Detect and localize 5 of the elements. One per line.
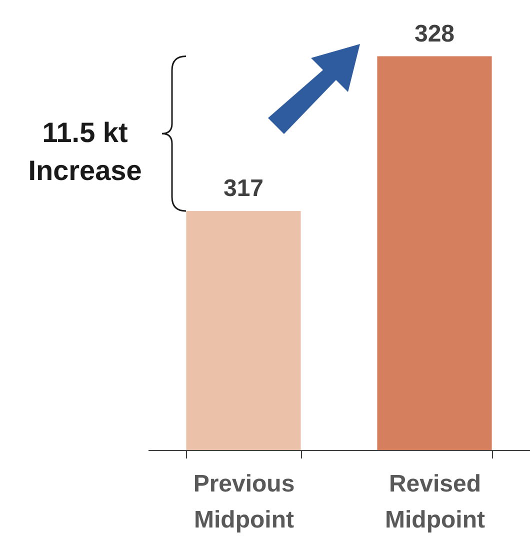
x-tick-label: Revised Midpoint — [385, 470, 485, 534]
annotation: 11.5 kt Increase — [28, 117, 142, 186]
data-label: 328 — [414, 20, 455, 48]
x-tick-label: Previous Midpoint — [193, 470, 295, 534]
data-label: 317 — [223, 174, 264, 202]
